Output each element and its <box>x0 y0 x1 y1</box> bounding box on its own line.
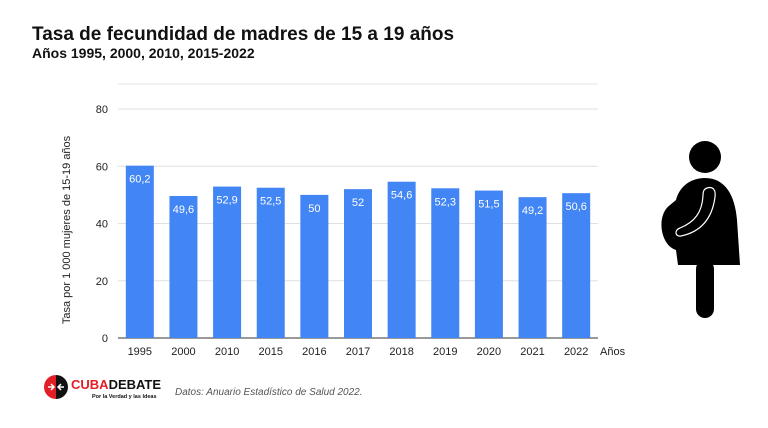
x-tick-label: 2020 <box>477 346 501 358</box>
bar <box>431 188 460 338</box>
x-tick-label: 2018 <box>389 346 413 358</box>
y-tick-label: 0 <box>102 333 108 345</box>
bar <box>256 187 285 338</box>
bar <box>344 189 372 338</box>
x-tick-label: 2000 <box>171 346 195 358</box>
data-label: 60,2 <box>129 174 150 186</box>
svg-text:Por la Verdad y las Ideas: Por la Verdad y las Ideas <box>92 394 157 400</box>
bar <box>387 181 416 338</box>
x-tick-label: 2019 <box>433 346 457 358</box>
data-label: 49,6 <box>173 204 194 216</box>
x-tick-label: 2017 <box>346 346 370 358</box>
data-label: 50 <box>308 203 320 215</box>
data-label: 49,2 <box>522 205 543 217</box>
bar <box>169 196 198 338</box>
data-label: 54,6 <box>391 190 412 202</box>
bar <box>125 165 154 338</box>
data-label: 52,5 <box>260 196 281 208</box>
y-tick-label: 60 <box>96 161 108 173</box>
data-label: 51,5 <box>478 199 499 211</box>
chart-subtitle: Años 1995, 2000, 2010, 2015-2022 <box>32 45 255 61</box>
bar <box>518 197 547 338</box>
x-tick-label: 2010 <box>215 346 239 358</box>
pregnant-woman-icon <box>661 141 740 318</box>
data-label: 52,9 <box>216 195 237 207</box>
x-tick-label: 1995 <box>128 346 152 358</box>
x-tick-label: 2016 <box>302 346 326 358</box>
data-source: Datos: Anuario Estadístico de Salud 2022… <box>175 387 363 398</box>
y-axis-label: Tasa por 1 000 mujeres de 15-19 años <box>61 135 73 324</box>
chart-title: Tasa de fecundidad de madres de 15 a 19 … <box>32 24 455 45</box>
cubadebate-logo: CUBADEBATE Por la Verdad y las Ideas <box>44 375 161 400</box>
svg-text:CUBADEBATE: CUBADEBATE <box>71 377 161 392</box>
x-axis-label: Años <box>600 346 626 358</box>
x-tick-label: 2015 <box>258 346 282 358</box>
x-tick-label: 2021 <box>520 346 544 358</box>
bar <box>213 186 242 338</box>
data-label: 52 <box>352 197 364 209</box>
y-tick-label: 40 <box>96 219 108 231</box>
bar <box>300 194 329 338</box>
y-tick-label: 80 <box>96 104 108 116</box>
x-tick-label: 2022 <box>564 346 588 358</box>
data-label: 52,3 <box>435 196 456 208</box>
data-label: 50,6 <box>565 201 586 213</box>
y-tick-label: 20 <box>96 276 108 288</box>
bar <box>474 190 503 338</box>
bar <box>562 193 591 338</box>
